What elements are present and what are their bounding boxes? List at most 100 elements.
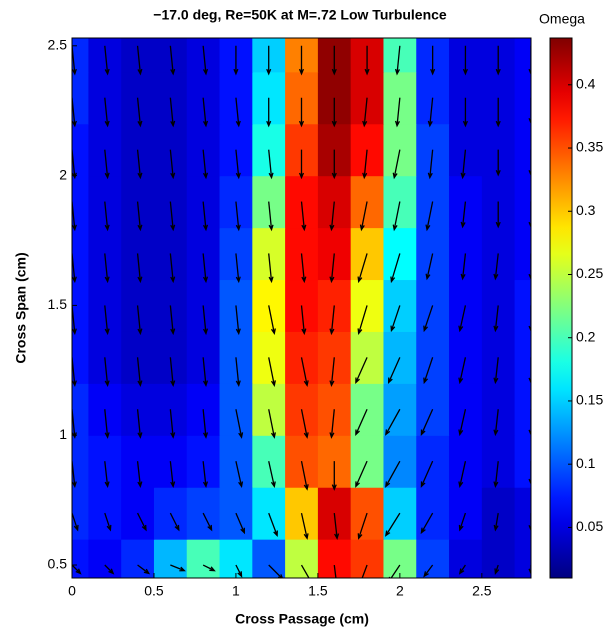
vector-arrow [300,461,309,491]
vector-arrow [528,357,531,385]
vector-arrow [233,45,239,76]
x-tick-label: 0 [68,583,76,599]
vector-arrow [462,45,468,76]
vector-arrow [169,512,180,532]
contour-cell [72,123,89,177]
vector-arrow [202,461,208,489]
vector-arrow [136,149,143,180]
vector-arrow [202,201,209,232]
colorbar-tick-label: 0.35 [576,139,603,155]
colorbar-label: Omega [539,11,585,27]
vector-arrow [528,409,531,437]
vector-arrow [423,305,434,333]
vector-arrow [136,253,143,284]
vector-arrow [300,305,307,336]
vector-arrow [357,305,368,336]
field [72,38,531,578]
contour-cell [72,383,89,436]
vector-arrow [235,201,241,232]
vector-arrow [528,461,531,486]
vector-arrow [331,461,337,491]
colorbar-tick-label: 0.15 [576,392,603,408]
vector-arrow [458,512,467,532]
contour-cell [514,331,531,384]
vector-arrow [202,97,209,128]
vector-arrow [528,305,531,333]
contour-cell [514,487,531,540]
vector-arrow [387,357,401,385]
vector-arrow [420,460,434,488]
vector-arrow [331,97,337,128]
vector-arrow [528,513,531,532]
colorbar-tick-label: 0.1 [576,455,596,471]
contour-cell [350,539,385,578]
x-tick-label: 0.5 [144,583,164,599]
vector-arrow [104,461,110,489]
vector-arrow [268,305,276,336]
vector-arrow [329,409,335,439]
vector-arrow [298,149,305,180]
contour-cell [252,539,286,578]
y-tick-label: 2.5 [48,36,68,52]
vector-arrow [136,201,143,232]
contour-cell [186,539,221,578]
contour-cell [72,435,89,488]
vector-arrow [170,564,186,572]
vector-arrow [136,461,143,489]
vector-arrow [169,97,176,128]
vector-arrow [390,253,401,284]
vector-arrow [460,149,467,180]
contour-cell [449,539,483,578]
vector-arrow [268,149,274,180]
colorbar-tick-label: 0.2 [576,328,596,344]
vector-arrow [136,357,143,387]
contour-cell [514,279,531,332]
vector-arrow [235,357,241,387]
vector-arrow [458,564,466,575]
x-axis-label: Cross Passage (cm) [235,611,369,627]
vector-arrow [495,45,501,76]
vector-arrow [235,253,241,284]
vector-arrow [300,357,309,387]
vector-arrow [420,408,434,436]
vector-arrow [384,512,401,537]
vector-arrow [427,97,434,128]
vector-arrow [364,45,370,76]
vector-arrow [235,512,245,535]
vector-arrow [528,565,531,576]
vector-arrow [104,97,110,128]
vector-arrow [361,564,368,578]
vector-arrow [169,45,176,76]
vector-arrow [202,45,209,76]
y-axis-label: Cross Span (cm) [13,252,29,363]
vector-arrow [493,253,499,281]
vector-arrow [268,253,274,284]
contour-cell [72,279,89,332]
vector-arrow [493,512,499,532]
vector-arrow [104,305,110,336]
vector-arrow [202,305,209,336]
vector-arrow [72,512,79,532]
x-tick-label: 1 [232,583,240,599]
contour-cell [514,175,531,229]
contour-cell [514,123,531,177]
vector-arrow [331,45,337,76]
vector-arrow [528,253,531,281]
vector-arrow [136,305,143,336]
vector-arrow [202,564,216,572]
y-tick-label: 0.5 [48,556,68,572]
vector-arrow [104,564,115,575]
vector-arrow [169,461,176,489]
vector-arrow [202,253,209,284]
vector-arrow [392,149,401,180]
vector-arrow [495,201,501,229]
vector-arrow [430,45,436,76]
vector-arrow [104,409,110,439]
contour-cell [383,539,417,578]
vector-arrow [493,357,499,385]
contour-cell [481,539,516,578]
vector-arrow [268,512,278,538]
vector-arrow [235,149,241,180]
colorbar-tick-label: 0.05 [576,518,603,534]
vector-arrow [202,149,209,180]
